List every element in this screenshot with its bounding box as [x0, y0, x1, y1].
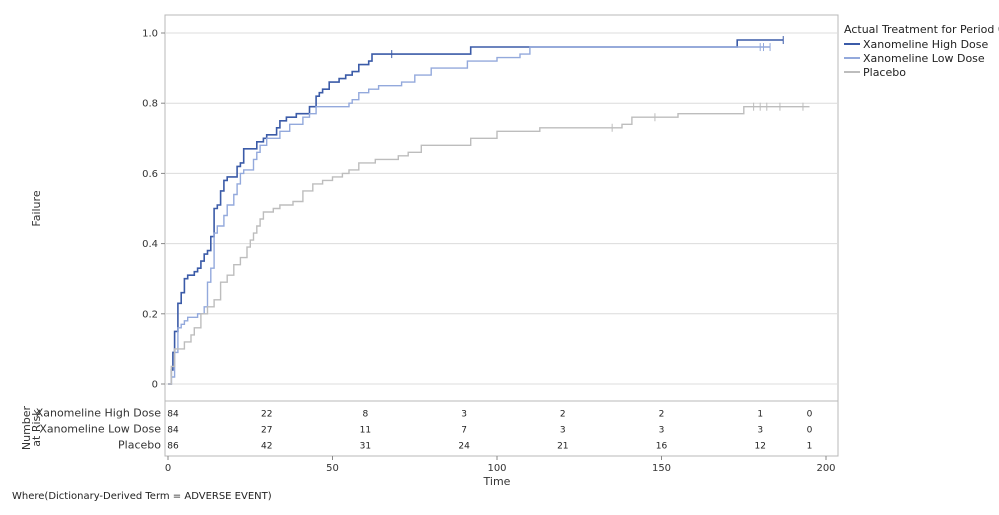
footnote: Where(Dictionary-Derived Term = ADVERSE … [12, 491, 272, 502]
legend-entry-2: Placebo [863, 66, 906, 79]
series-line-2 [168, 106, 810, 385]
at-risk-count: 27 [261, 426, 272, 436]
y-tick-label: 0.4 [142, 239, 158, 250]
at-risk-count: 2 [560, 410, 566, 420]
legend-entry-0: Xanomeline High Dose [863, 38, 989, 51]
at-risk-count: 3 [659, 426, 665, 436]
series-line-1 [168, 46, 771, 385]
y-tick-label: 0.6 [142, 169, 158, 180]
plot-frame [164, 14, 839, 457]
at-risk-count: 22 [261, 410, 272, 420]
at-risk-count: 3 [560, 426, 566, 436]
at-risk-count: 1 [807, 442, 813, 452]
at-risk-count: 12 [754, 442, 765, 452]
at-risk-count: 3 [461, 410, 467, 420]
x-tick-label: 0 [165, 463, 171, 474]
at-risk-title-line2: at Risk [30, 409, 43, 447]
at-risk-count: 0 [807, 426, 813, 436]
at-risk-row-label: Xanomeline Low Dose [39, 423, 161, 436]
at-risk-count: 3 [757, 426, 763, 436]
at-risk-count: 31 [360, 442, 371, 452]
y-tick-label: 0.2 [142, 309, 158, 320]
at-risk-row-label: Xanomeline High Dose [36, 407, 162, 420]
legend-title: Actual Treatment for Period 01 [844, 23, 999, 36]
at-risk-count: 24 [458, 442, 470, 452]
at-risk-count: 21 [557, 442, 568, 452]
at-risk-count: 0 [807, 410, 813, 420]
at-risk-count: 42 [261, 442, 272, 452]
at-risk-row-label: Placebo [118, 439, 161, 452]
y-axis-label: Failure [30, 190, 43, 226]
at-risk-count: 84 [167, 410, 179, 420]
at-risk-count: 1 [757, 410, 763, 420]
at-risk-count: 84 [167, 426, 179, 436]
x-tick-label: 200 [816, 463, 835, 474]
at-risk-count: 11 [360, 426, 371, 436]
y-tick-label: 1.0 [142, 29, 158, 40]
at-risk-title-line1: Number [20, 405, 33, 450]
legend: Actual Treatment for Period 01 Xanomeline… [844, 23, 999, 79]
at-risk-count: 86 [167, 442, 179, 452]
series-lines [168, 36, 810, 385]
series-line-0 [168, 39, 784, 385]
at-risk-count: 2 [659, 410, 665, 420]
x-tick-label: 100 [487, 463, 506, 474]
legend-entry-1: Xanomeline Low Dose [863, 52, 985, 65]
x-tick-label: 50 [326, 463, 339, 474]
at-risk-count: 16 [656, 442, 668, 452]
x-tick-label: 150 [652, 463, 671, 474]
plot-area [164, 14, 839, 457]
y-tick-label: 0 [152, 380, 158, 391]
y-tick-label: 0.8 [142, 99, 158, 110]
x-axis-label: Time [483, 475, 511, 488]
at-risk-count: 8 [363, 410, 369, 420]
at-risk-count: 7 [461, 426, 467, 436]
